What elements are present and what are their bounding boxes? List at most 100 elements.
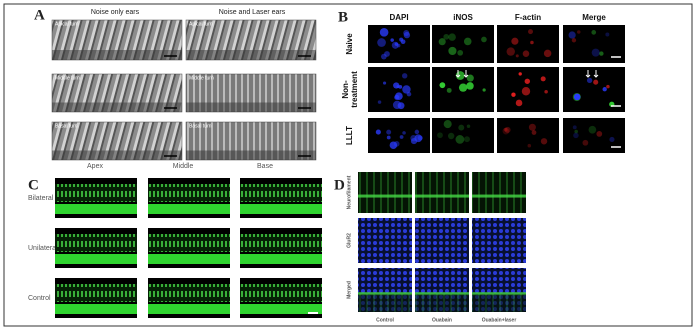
fluor-image — [415, 218, 469, 263]
cell — [573, 93, 581, 101]
cell — [582, 139, 589, 146]
cell — [515, 54, 519, 58]
hair-cells — [55, 184, 137, 202]
cell — [399, 37, 404, 42]
cell — [438, 38, 446, 46]
cell — [605, 32, 610, 37]
turn-label: Apical turn — [55, 21, 79, 27]
sem-shadow — [186, 150, 316, 160]
column-header: iNOS — [453, 13, 473, 22]
row-label-line: treatment — [350, 71, 359, 108]
column-header: Noise only ears — [91, 9, 140, 16]
cell — [599, 51, 604, 56]
fluor-image — [358, 218, 412, 263]
row-label: GluR2 — [346, 233, 352, 248]
cell — [386, 135, 391, 140]
cell — [540, 138, 548, 145]
fiber-band — [415, 194, 469, 198]
row-label: Non-treatment — [341, 71, 359, 108]
cell — [463, 37, 472, 46]
cell — [457, 49, 464, 56]
hair-cells — [55, 284, 137, 302]
cell — [530, 40, 534, 45]
cell — [410, 138, 418, 145]
cell — [382, 81, 387, 85]
row-label: Unilateral — [28, 245, 58, 252]
cell — [466, 74, 474, 82]
fiber-band — [415, 292, 469, 296]
neuro-overlay — [415, 294, 469, 312]
hair-cells — [55, 234, 137, 252]
hair-cells — [148, 284, 230, 302]
tissue-band — [55, 304, 137, 314]
tissue-band — [148, 204, 230, 214]
fluor-image — [368, 25, 430, 63]
hair-cells — [240, 284, 322, 302]
cell — [531, 130, 537, 135]
cell — [443, 33, 450, 40]
column-label: Control — [376, 317, 394, 323]
cell — [397, 102, 405, 110]
fluor-image — [563, 67, 625, 112]
cell — [414, 129, 420, 135]
column-header: DAPI — [389, 13, 408, 22]
panel-label: A — [34, 7, 45, 23]
row-label: LLLT — [345, 126, 354, 145]
cell — [389, 141, 398, 149]
cell — [410, 135, 417, 142]
tissue-band — [240, 254, 322, 264]
sem-shadow — [186, 50, 316, 60]
position-label: Middle — [173, 163, 194, 170]
cell — [481, 36, 487, 43]
turn-label: Middle turn — [189, 75, 214, 81]
cell — [502, 127, 510, 135]
cell — [586, 77, 593, 84]
arrow — [585, 70, 591, 78]
turn-label: Middle turn — [55, 75, 80, 81]
frame — [3, 3, 693, 327]
tissue-band — [55, 254, 137, 264]
cell — [527, 143, 532, 148]
cell — [439, 82, 446, 89]
cell — [522, 50, 530, 57]
cell — [482, 88, 486, 92]
cell — [398, 85, 403, 89]
cell — [593, 79, 599, 85]
cell — [466, 82, 474, 90]
cell — [506, 47, 515, 56]
column-label: Ouabain+laser — [482, 317, 517, 323]
cell — [377, 38, 386, 47]
fluor-image — [497, 25, 559, 63]
cell — [540, 76, 546, 82]
scale-bar — [308, 312, 318, 314]
cell — [448, 33, 456, 41]
column-label: Ouabain — [432, 317, 452, 323]
tissue-band — [240, 204, 322, 214]
cell — [447, 132, 455, 140]
cell — [511, 92, 516, 97]
cell — [448, 46, 457, 56]
arrow — [593, 70, 599, 78]
fluor-image — [497, 118, 559, 153]
fluor-image — [432, 118, 494, 153]
cell — [572, 125, 577, 130]
cell — [571, 38, 577, 43]
turn-label: Apical turn — [189, 21, 213, 27]
cell — [591, 48, 600, 57]
cell — [602, 87, 607, 92]
cell — [596, 131, 603, 137]
tissue-band — [148, 304, 230, 314]
cell — [511, 37, 519, 45]
cell — [528, 29, 533, 35]
cell — [588, 125, 597, 134]
cell — [393, 82, 400, 89]
fiber-band — [358, 292, 412, 296]
cell — [515, 99, 523, 107]
row-label: Control — [28, 295, 51, 302]
neuro-overlay — [472, 294, 526, 312]
fiber-band — [472, 194, 526, 198]
cell — [606, 84, 610, 89]
cell — [381, 53, 387, 60]
row-label-line: LLLT — [345, 126, 354, 145]
cell — [521, 87, 531, 96]
